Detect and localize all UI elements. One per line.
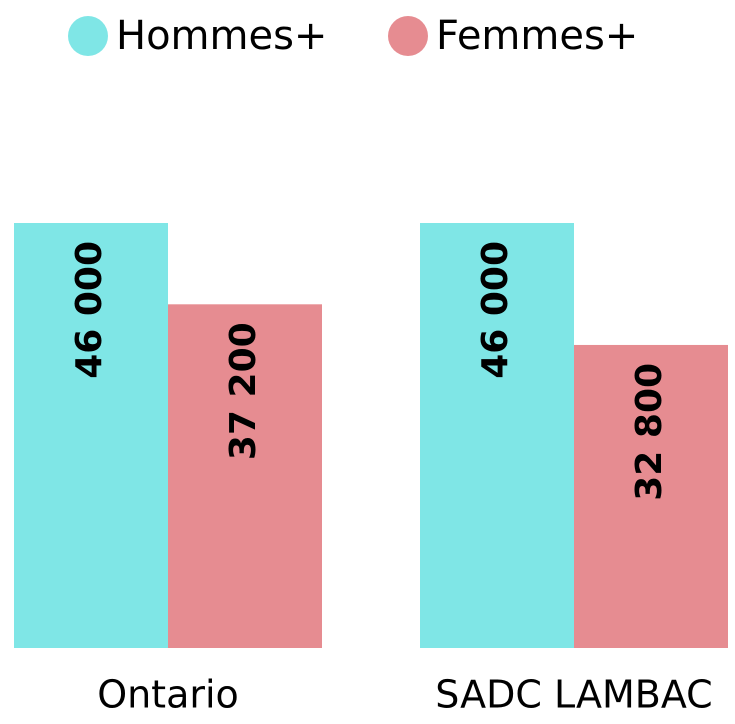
x-tick-label: Ontario	[97, 673, 239, 717]
bar	[420, 223, 574, 648]
value-label: 46 000	[475, 241, 516, 379]
x-tick-label: SADC LAMBAC	[435, 673, 712, 717]
legend-label: Hommes+	[116, 13, 327, 59]
legend-marker	[68, 16, 108, 56]
legend-label: Femmes+	[436, 13, 638, 59]
value-label: 37 200	[223, 322, 264, 460]
value-label: 46 000	[69, 241, 110, 379]
legend-marker	[388, 16, 428, 56]
bar	[574, 344, 728, 648]
bar	[14, 223, 168, 648]
value-label: 32 800	[629, 363, 670, 501]
bar	[168, 304, 322, 648]
